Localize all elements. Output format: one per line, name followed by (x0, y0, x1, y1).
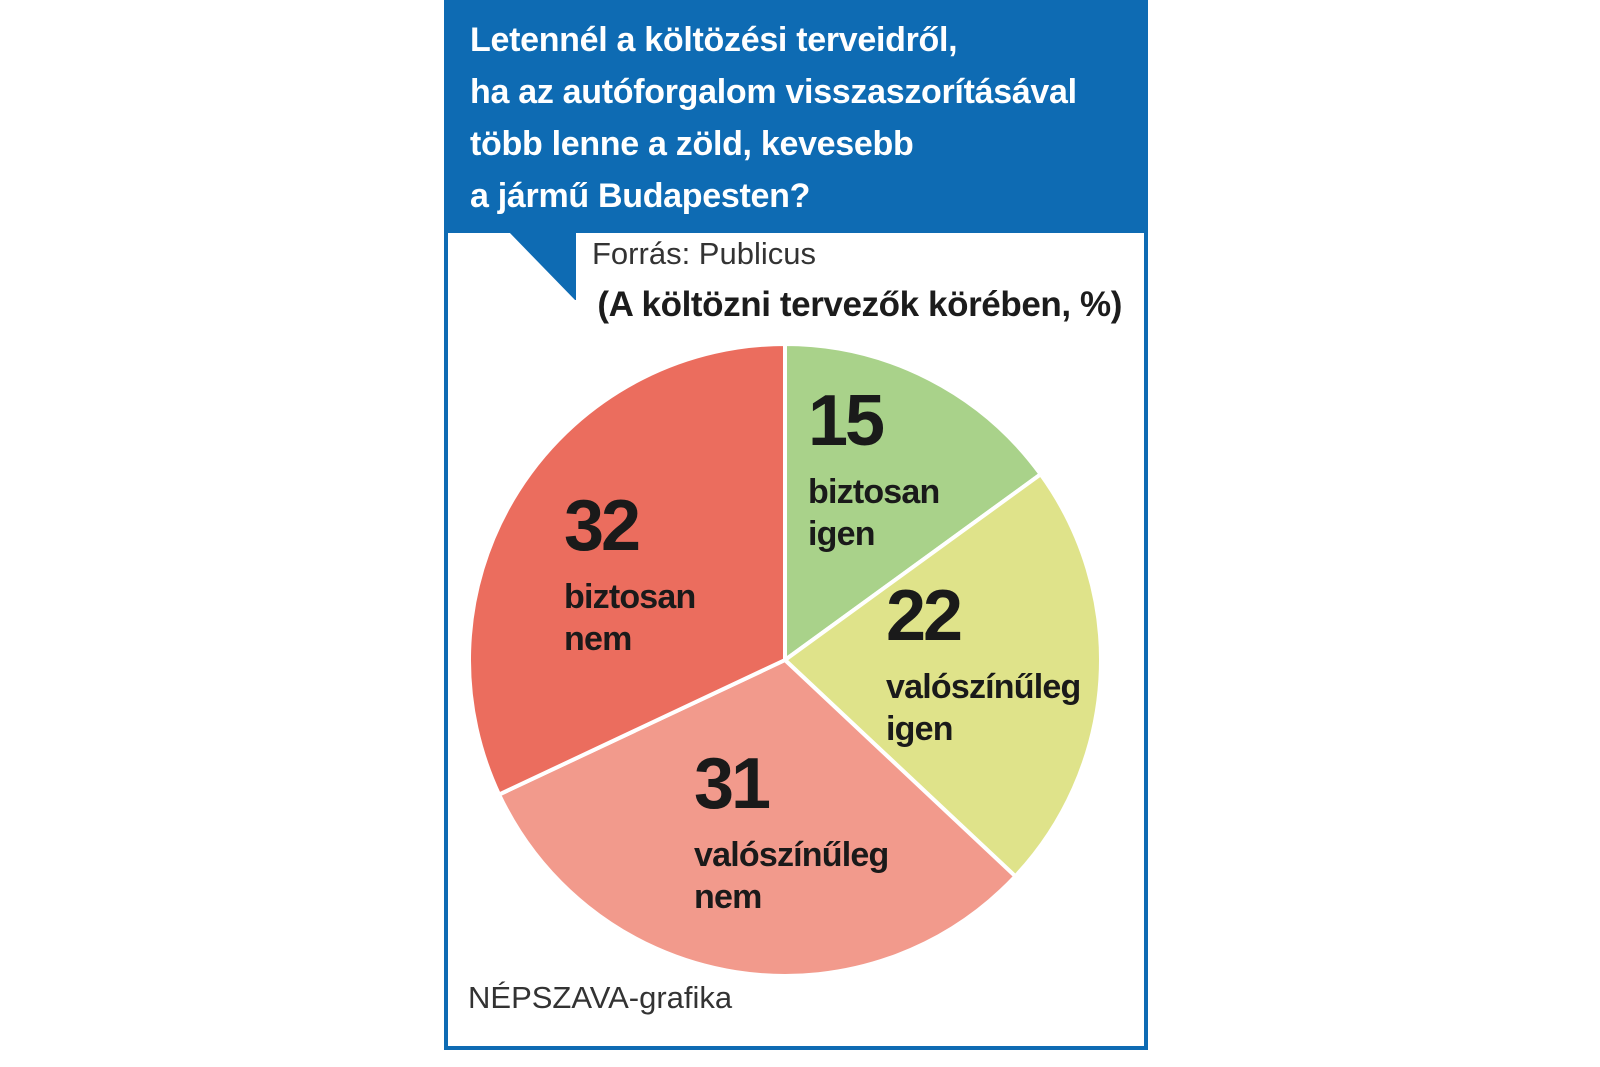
slice-value-valoszinuleg-igen: 22 (886, 576, 961, 656)
pie-slice-biztosan-igen (783, 342, 1043, 662)
slice-value-biztosan-nem: 32 (564, 486, 639, 566)
slice-label-biztosan-igen-line1: biztosan (808, 473, 940, 511)
pie-slice-valoszinuleg-nem (497, 658, 1018, 978)
slice-label-biztosan-igen-line2: igen (808, 515, 875, 553)
pie-slice-biztosan-nem (467, 342, 787, 797)
slice-value-biztosan-igen: 15 (808, 381, 884, 461)
slice-label-valoszinuleg-igen-line1: valószínűleg (886, 668, 1080, 706)
infographic-card: Letennél a költözési terveidről, ha az a… (444, 0, 1148, 1050)
slice-value-valoszinuleg-nem: 31 (694, 744, 770, 824)
slice-label-biztosan-nem-line2: nem (564, 620, 632, 658)
header-banner: Letennél a költözési terveidről, ha az a… (448, 0, 1144, 233)
slice-label-valoszinuleg-igen-line2: igen (886, 710, 953, 748)
graphics-credit: NÉPSZAVA-grafika (468, 980, 733, 1015)
pie-slice-valoszinuleg-igen (783, 472, 1103, 879)
slice-label-valoszinuleg-nem-line2: nem (694, 878, 762, 916)
chart-subtitle: (A költözni tervezők körében, %) (597, 285, 1122, 324)
source-note: Forrás: Publicus (592, 236, 816, 271)
chart-question-title: Letennél a költözési terveidről, ha az a… (470, 21, 1077, 215)
slice-label-biztosan-nem-line1: biztosan (564, 578, 696, 616)
pie-chart: 15 biztosan igen 22 valószínűleg igen 31 valósz… (467, 342, 1103, 978)
slice-label-valoszinuleg-nem-line1: valószínűleg (694, 836, 888, 874)
